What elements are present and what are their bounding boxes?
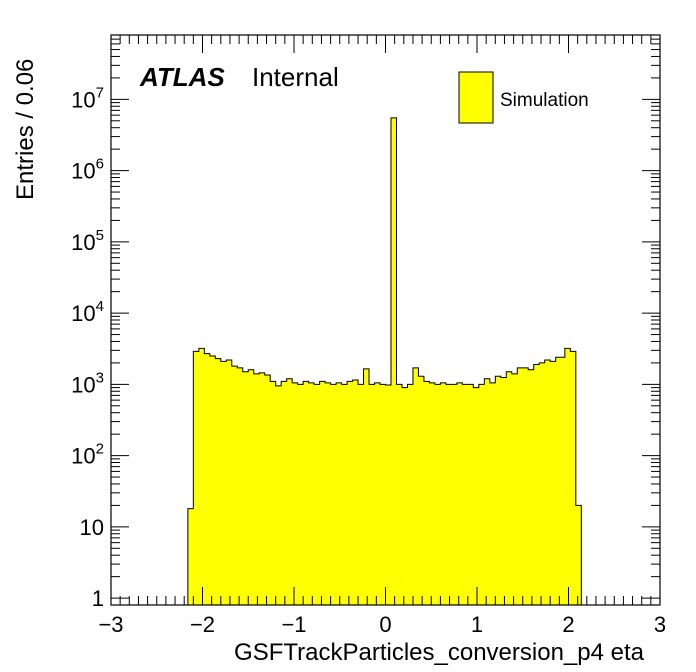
x-tick-label: −3 (98, 612, 123, 637)
x-tick-label: 2 (562, 612, 574, 637)
axis-ticks (110, 34, 661, 605)
y-tick-label: 102 (71, 441, 104, 469)
atlas-sublabel: Internal (252, 62, 339, 92)
legend: Simulation (458, 71, 589, 124)
x-tick-label: −1 (281, 612, 306, 637)
histogram-bars (182, 117, 587, 606)
y-axis-tick-labels: 1 10 102 103 104 105 106 107 (71, 84, 104, 611)
y-tick-label: 104 (71, 298, 104, 326)
atlas-label: ATLAS (139, 62, 225, 92)
plot-frame (110, 34, 661, 606)
legend-swatch (458, 71, 494, 124)
x-axis-title: GSFTrackParticles_conversion_p4 eta (234, 639, 645, 666)
histogram-outline (182, 117, 587, 606)
x-tick-label: 3 (654, 612, 666, 637)
x-tick-label: −2 (190, 612, 215, 637)
y-tick-label: 103 (71, 369, 104, 397)
y-tick-label: 107 (71, 84, 104, 112)
x-axis-tick-labels: −3 −2 −1 0 1 2 3 (98, 612, 666, 637)
histogram-fill (182, 117, 587, 605)
y-tick-label: 10 (80, 515, 104, 540)
y-tick-label: 106 (71, 156, 104, 184)
y-tick-label: 105 (71, 227, 104, 255)
legend-entry-simulation: Simulation (500, 90, 589, 111)
x-tick-label: 0 (379, 612, 391, 637)
x-tick-label: 1 (471, 612, 483, 637)
y-axis-title: Entries / 0.06 (12, 59, 39, 200)
y-tick-label: 1 (92, 586, 104, 611)
